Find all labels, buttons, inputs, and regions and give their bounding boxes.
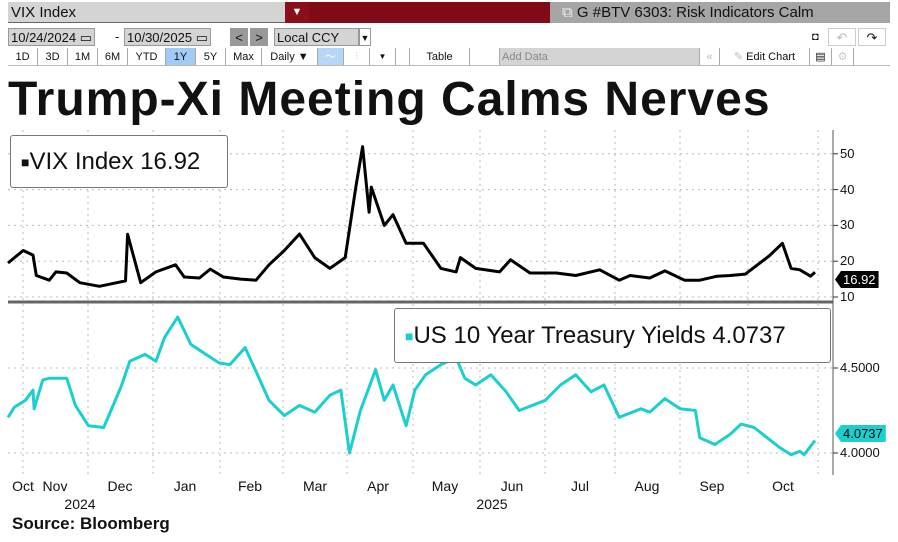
period-5y[interactable]: 5Y — [196, 48, 226, 65]
period-1y[interactable]: 1Y — [166, 48, 196, 65]
page-title: ⧉ G #BTV 6303: Risk Indicators Calm — [550, 2, 890, 23]
bar-chart-icon[interactable]: ⫶ — [344, 48, 370, 65]
treasury-legend-swatch: ■ — [405, 327, 414, 344]
y-tick-label: 4.5000 — [840, 360, 880, 375]
chart-type-dropdown[interactable]: ▼ — [370, 48, 396, 65]
x-tick-label: Nov — [42, 478, 68, 494]
x-tick-label: Aug — [634, 478, 660, 494]
y-tick-label: 20 — [840, 253, 855, 269]
line-chart-icon[interactable]: 〜 — [318, 48, 344, 65]
frequency-select[interactable]: Daily ▼ — [262, 48, 318, 65]
y-tick-label: 30 — [840, 217, 855, 233]
year-label: 2024 — [64, 496, 96, 512]
table-button[interactable]: Table — [410, 48, 470, 65]
start-date-input[interactable]: 10/24/2024 ▭ — [8, 28, 95, 46]
y-tick-label: 10 — [840, 289, 855, 304]
pencil-icon: ✎ — [733, 51, 747, 63]
end-date-input[interactable]: 10/30/2025 ▭ — [124, 28, 211, 46]
treasury-legend: ■ US 10 Year Treasury Yields 4.0737 — [394, 308, 831, 363]
prev-button[interactable]: < — [230, 28, 248, 46]
undo-icon[interactable]: ↶ — [828, 28, 856, 46]
vix-legend: ■ VIX Index 16.92 — [10, 135, 228, 188]
y-tick-label: 40 — [840, 181, 855, 197]
period-1m[interactable]: 1M — [68, 48, 98, 65]
title-bar-fill — [309, 2, 550, 23]
vix-legend-swatch: ■ — [21, 153, 30, 170]
vix-line — [7, 145, 817, 288]
legend-toggle-icon[interactable]: ◘ — [812, 31, 819, 43]
page-title-text: G #BTV 6303: Risk Indicators Calm — [576, 4, 814, 21]
start-date: 10/24/2024 — [11, 30, 77, 45]
vix-legend-name: VIX Index — [29, 147, 134, 175]
security-input[interactable]: VIX Index — [8, 2, 285, 23]
source-label: Source: Bloomberg — [12, 514, 170, 533]
x-tick-label: Jun — [500, 478, 524, 494]
vix-legend-value: 16.92 — [140, 147, 201, 175]
period-ytd[interactable]: YTD — [128, 48, 166, 65]
currency-select[interactable]: Local CCY — [274, 28, 359, 46]
treasury-legend-name: US 10 Year Treasury Yields — [413, 321, 706, 349]
x-tick-label: Apr — [367, 478, 389, 494]
chart-settings-icon[interactable]: ▤ — [810, 48, 832, 65]
next-button[interactable]: > — [250, 28, 268, 46]
y-tick-label: 4.0000 — [840, 445, 880, 460]
edit-chart-label: Edit Chart — [746, 51, 796, 63]
add-data-input[interactable]: Add Data — [500, 48, 700, 65]
vix-last-price-tag: 16.92 — [835, 271, 879, 288]
treasury-last-price-tag: 4.0737 — [835, 425, 886, 442]
period-3d[interactable]: 3D — [38, 48, 68, 65]
x-tick-label: May — [431, 478, 459, 494]
treasury-legend-value: 4.0737 — [712, 321, 786, 349]
period-1d[interactable]: 1D — [8, 48, 38, 65]
x-tick-label: Jan — [173, 478, 197, 494]
edit-chart-button[interactable]: ✎ Edit Chart — [720, 48, 810, 65]
security-dropdown-button[interactable]: ▼ — [285, 2, 309, 23]
date-separator: - — [115, 29, 120, 44]
x-tick-label: Oct — [12, 478, 34, 494]
popout-icon[interactable]: ⧉ — [562, 4, 577, 21]
currency-dropdown-icon[interactable]: ▼ — [359, 28, 371, 46]
x-tick-label: Mar — [302, 478, 328, 494]
x-tick-label: Oct — [772, 478, 794, 494]
period-6m[interactable]: 6M — [98, 48, 128, 65]
x-tick-label: Jul — [571, 478, 589, 494]
treasury-yield-line — [6, 315, 817, 457]
blank-cell — [396, 48, 410, 65]
end-date: 10/30/2025 — [127, 30, 193, 45]
headline: Trump-Xi Meeting Calms Nerves — [8, 73, 771, 126]
gear-icon[interactable]: ⚙ — [832, 48, 854, 65]
x-tick-label: Feb — [237, 478, 263, 494]
collapse-icon[interactable]: « — [700, 48, 720, 65]
period-max[interactable]: Max — [226, 48, 262, 65]
blank-cell — [470, 48, 500, 65]
y-tick-label: 50 — [840, 145, 855, 161]
x-tick-label: Dec — [107, 478, 133, 494]
redo-icon[interactable]: ↷ — [858, 28, 886, 46]
year-label: 2025 — [476, 496, 508, 512]
x-tick-label: Sep — [699, 478, 725, 494]
